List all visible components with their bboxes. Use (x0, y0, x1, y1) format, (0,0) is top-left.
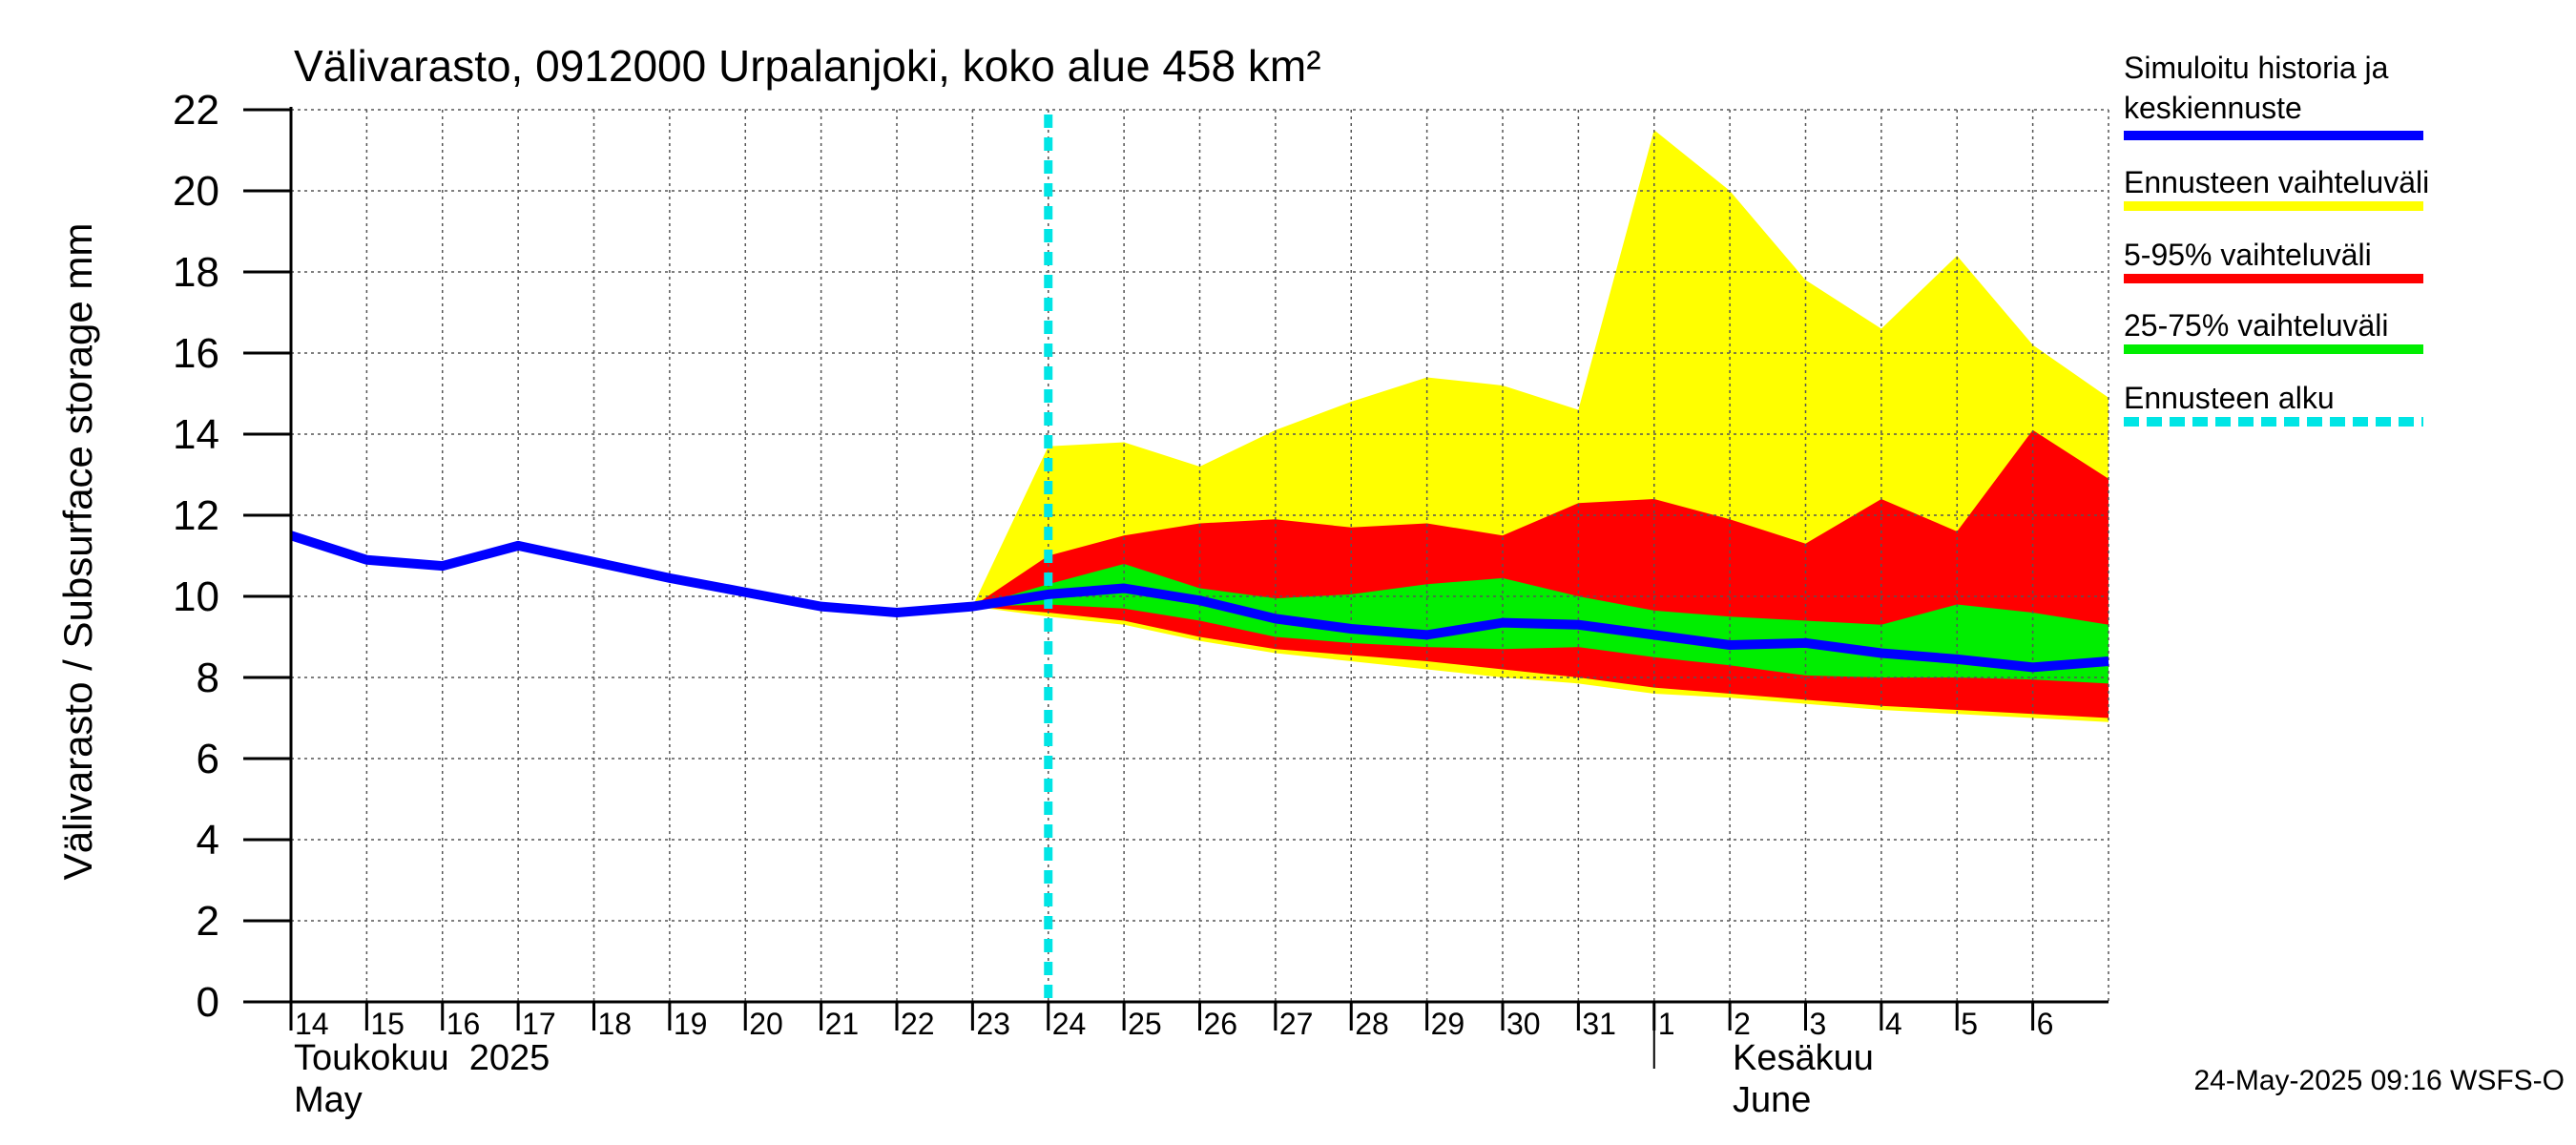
y-tick-label: 0 (197, 979, 219, 1026)
series-lines (289, 114, 2109, 1002)
x-tick-label: 26 (1204, 1007, 1238, 1041)
x-tick-label: 30 (1506, 1007, 1541, 1041)
y-tick-label: 6 (197, 736, 219, 782)
footer-timestamp: 24-May-2025 09:16 WSFS-O (2194, 1065, 2566, 1096)
x-tick-label: 29 (1431, 1007, 1465, 1041)
x-tick-label: 27 (1279, 1007, 1314, 1041)
x-tick-label: 31 (1582, 1007, 1616, 1041)
x-tick-label: 23 (976, 1007, 1010, 1041)
x-tick-label: 4 (1885, 1007, 1902, 1041)
y-tick-label: 22 (173, 87, 219, 134)
legend-label-2: 5-95% vaihteluväli (2124, 238, 2372, 272)
legend: Simuloitu historia ja keskiennuste Ennuste… (2124, 51, 2429, 427)
legend-label-3: 25-75% vaihteluväli (2124, 308, 2389, 343)
x-tick-label: 19 (674, 1007, 708, 1041)
x-tick-label: 16 (447, 1007, 481, 1041)
month-label-june-en: June (1733, 1080, 1811, 1120)
y-tick-label: 18 (173, 249, 219, 296)
forecast-bands (972, 130, 2109, 722)
x-tick-label: 15 (370, 1007, 405, 1041)
y-tick-label: 10 (173, 573, 219, 620)
month-label-june-fi: Kesäkuu (1733, 1038, 1874, 1078)
legend-label-0: Simuloitu historia ja keskiennuste (2124, 51, 2389, 125)
y-tick-label: 12 (173, 492, 219, 539)
x-tick-label: 18 (598, 1007, 633, 1041)
median-line (289, 531, 2109, 673)
x-tick-label: 21 (825, 1007, 860, 1041)
x-tick-label: 2 (1734, 1007, 1751, 1041)
x-tick-label: 14 (295, 1007, 329, 1041)
month-label-may-fi: Toukokuu 2025 (294, 1038, 550, 1078)
x-tick-label: 20 (749, 1007, 783, 1041)
x-tick-label: 1 (1658, 1007, 1675, 1041)
y-tick-label: 4 (197, 817, 219, 864)
y-tick-label: 8 (197, 655, 219, 701)
x-tick-label: 17 (522, 1007, 556, 1041)
labels: Välivarasto, 0912000 Urpalanjoki, koko a… (55, 41, 2565, 1120)
x-tick-label: 28 (1355, 1007, 1389, 1041)
x-tick-label: 25 (1128, 1007, 1162, 1041)
legend-label-4: Ennusteen alku (2124, 381, 2335, 415)
y-tick-label: 14 (173, 411, 219, 458)
x-tick-label: 5 (1961, 1007, 1978, 1041)
x-tick-label: 6 (2037, 1007, 2054, 1041)
month-label-may-en: May (294, 1080, 363, 1120)
x-tick-label: 22 (901, 1007, 935, 1041)
chart-title: Välivarasto, 0912000 Urpalanjoki, koko a… (294, 41, 1321, 91)
legend-label-1: Ennusteen vaihteluväli (2124, 165, 2429, 199)
y-tick-label: 16 (173, 330, 219, 377)
y-axis-label: Välivarasto / Subsurface storage mm (55, 223, 100, 881)
x-tick-label: 3 (1810, 1007, 1827, 1041)
x-tick-label: 24 (1052, 1007, 1087, 1041)
y-tick-label: 2 (197, 898, 219, 945)
y-tick-label: 20 (173, 168, 219, 215)
